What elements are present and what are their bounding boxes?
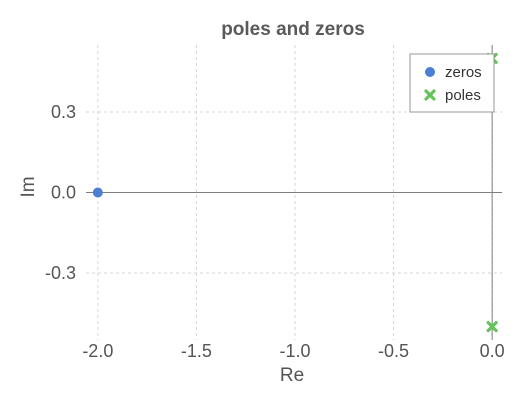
legend-box [409,53,495,113]
legend-zeros-marker [425,67,435,77]
x-tick-label: -1.0 [279,341,310,361]
x-axis-label: Re [280,365,304,386]
x-tick-label: 0.0 [480,341,505,361]
x-stroke [424,89,436,101]
x-tick-label: -0.5 [378,341,409,361]
zero-point [92,187,103,198]
x-stroke [486,320,498,333]
legend-zeros-label: zeros [445,64,482,81]
legend: zeros poles [409,53,495,113]
y-tick-label: -0.3 [45,263,76,283]
legend-poles-label: poles [445,87,481,104]
pole-point [486,320,498,333]
x-tick-label: -1.5 [181,341,212,361]
x-axis-ticks: -2.0 -1.5 -1.0 -0.5 0.0 [82,341,504,361]
y-axis-label: Im [18,176,39,197]
legend-poles-marker [424,89,436,101]
y-tick-label: 0.3 [51,102,76,122]
chart-title: poles and zeros [221,19,365,40]
x-tick-label: -2.0 [82,341,113,361]
y-axis-ticks: -0.3 0.0 0.3 [45,102,76,283]
y-tick-label: 0.0 [51,183,76,203]
